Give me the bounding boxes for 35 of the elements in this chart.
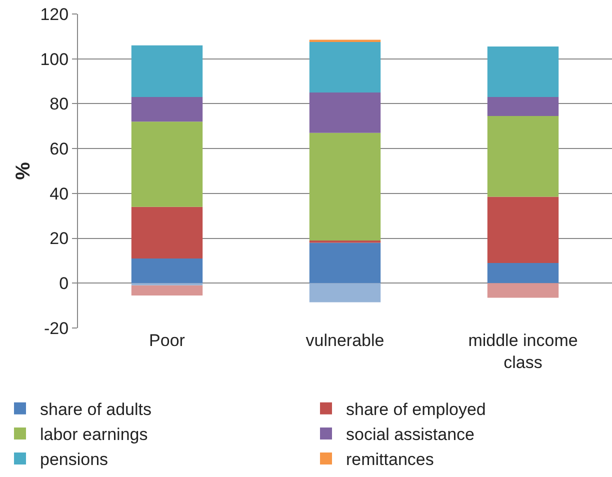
bar: [131, 258, 203, 284]
y-tick-label: 40: [50, 184, 69, 204]
legend-label: social assistance: [346, 425, 475, 444]
bar: [309, 242, 381, 284]
bar: [131, 96, 203, 122]
bar: [487, 116, 559, 197]
bar: [487, 283, 559, 298]
bar: [487, 262, 559, 284]
bar: [131, 206, 203, 258]
y-tick-label: 100: [40, 50, 69, 69]
bar: [487, 196, 559, 263]
bar: [487, 96, 559, 116]
legend-label: labor earnings: [40, 425, 148, 444]
y-tick-label: 120: [40, 4, 69, 24]
bar: [309, 283, 381, 302]
y-tick-label: 80: [50, 94, 69, 114]
legend-label: pensions: [40, 450, 108, 470]
x-tick-label: Poor: [149, 331, 186, 350]
y-tick-label: -20: [44, 318, 69, 338]
y-axis-title: %: [12, 162, 35, 180]
y-tick-label: 0: [59, 274, 69, 294]
y-tick-label: 20: [50, 229, 69, 248]
bar: [309, 42, 381, 92]
bar: [309, 92, 381, 133]
y-tick-label: 60: [50, 140, 69, 159]
x-tick-label: middle income class: [468, 331, 578, 372]
bar: [131, 45, 203, 97]
bar: [487, 46, 559, 97]
bar: [309, 132, 381, 241]
legend-label: share of employed: [346, 400, 486, 419]
bar: [131, 122, 203, 207]
legend-label: share of adults: [40, 400, 152, 419]
legend-label: remittances: [346, 450, 434, 470]
x-tick-label: vulnerable: [306, 331, 384, 350]
bar: [131, 285, 203, 296]
